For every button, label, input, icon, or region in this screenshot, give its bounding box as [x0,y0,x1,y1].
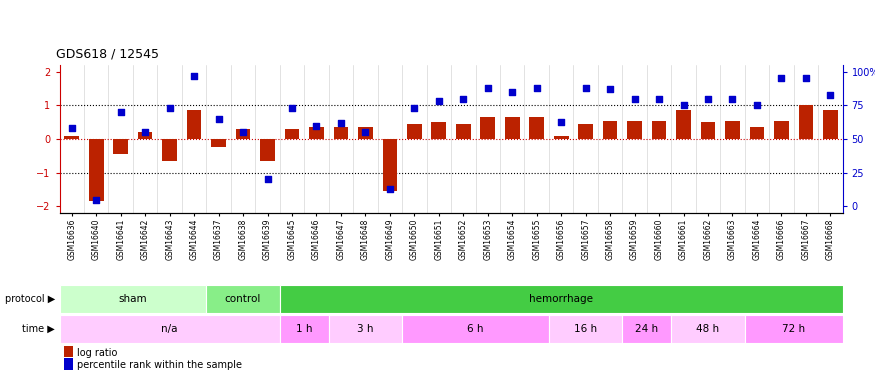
Text: n/a: n/a [161,324,178,334]
Point [725,96,739,102]
Text: 1 h: 1 h [296,324,312,334]
Point [408,105,422,111]
Point [383,186,397,192]
Bar [60,315,280,343]
Bar [750,127,765,139]
Point [310,123,324,129]
Bar [671,315,745,343]
Point [89,196,103,202]
Bar [480,117,495,139]
Text: hemorrhage: hemorrhage [529,294,593,304]
Point [65,125,79,131]
Bar [456,124,471,139]
Bar [431,122,446,139]
Point [799,75,813,81]
Point [114,109,128,115]
Bar [554,136,569,139]
Bar [505,117,520,139]
Bar [549,315,622,343]
Bar [799,105,813,139]
Bar [284,129,299,139]
Bar [329,315,402,343]
Text: 6 h: 6 h [467,324,484,334]
Point [750,102,764,108]
Text: 48 h: 48 h [696,324,719,334]
Text: sham: sham [119,294,147,304]
Text: percentile rank within the sample: percentile rank within the sample [77,360,242,370]
Bar [382,139,397,191]
Bar [745,315,843,343]
Bar [114,139,128,154]
Bar [206,285,280,313]
Point [652,96,666,102]
Bar [627,120,642,139]
Point [529,85,543,91]
Bar [235,129,250,139]
Bar [280,315,329,343]
Point [701,96,715,102]
Text: log ratio: log ratio [77,348,117,358]
Point [236,129,250,135]
Text: control: control [225,294,262,304]
Point [627,96,641,102]
Bar [138,132,152,139]
Point [261,176,275,182]
Bar [701,122,716,139]
Bar [578,124,593,139]
Point [578,85,592,91]
Bar [260,139,275,161]
Point [823,92,837,98]
Text: time ▶: time ▶ [23,324,55,334]
Bar [162,139,177,161]
Point [554,118,568,124]
Point [603,86,617,92]
Point [138,129,152,135]
Bar [407,124,422,139]
Text: GDS618 / 12545: GDS618 / 12545 [56,48,158,61]
Point [187,73,201,79]
Bar [211,139,226,147]
Point [774,75,788,81]
Bar [60,285,206,313]
Bar [676,110,691,139]
Bar [358,127,373,139]
Bar [823,110,837,139]
Bar [603,120,618,139]
Bar [652,120,667,139]
Bar [65,136,79,139]
Bar [280,285,843,313]
Text: 3 h: 3 h [357,324,374,334]
Point [163,105,177,111]
Bar [186,110,201,139]
Text: 16 h: 16 h [574,324,598,334]
Bar [622,315,671,343]
Point [432,98,446,104]
Bar [725,120,740,139]
Bar [774,120,788,139]
Bar [333,127,348,139]
Point [359,129,373,135]
Point [505,89,519,95]
Bar [89,139,103,201]
Point [212,116,226,122]
Point [676,102,690,108]
Point [456,96,470,102]
Bar [402,315,549,343]
Bar [529,117,544,139]
Point [334,120,348,126]
Text: protocol ▶: protocol ▶ [5,294,55,304]
Text: 72 h: 72 h [782,324,805,334]
Point [480,85,494,91]
Bar [309,127,324,139]
Point [285,105,299,111]
Text: 24 h: 24 h [635,324,658,334]
